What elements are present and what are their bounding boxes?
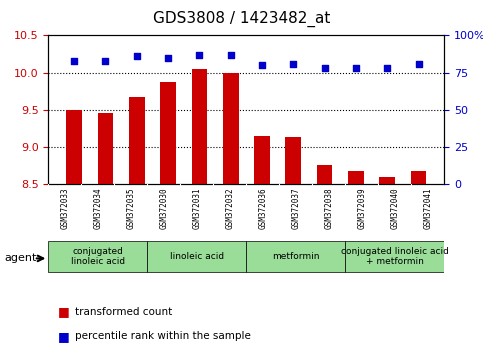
Text: linoleic acid: linoleic acid xyxy=(170,252,224,261)
Text: GSM372039: GSM372039 xyxy=(357,187,366,229)
Point xyxy=(164,55,172,61)
Bar xyxy=(285,137,301,184)
Point xyxy=(101,58,109,63)
Bar xyxy=(192,69,207,184)
Bar xyxy=(254,136,270,184)
Text: metformin: metformin xyxy=(272,252,320,261)
Text: agent: agent xyxy=(5,253,37,263)
Bar xyxy=(98,114,114,184)
Bar xyxy=(160,82,176,184)
Text: GSM372038: GSM372038 xyxy=(325,187,333,229)
Text: percentile rank within the sample: percentile rank within the sample xyxy=(75,331,251,341)
Text: GSM372032: GSM372032 xyxy=(226,187,234,229)
Bar xyxy=(129,97,144,184)
Text: GSM372033: GSM372033 xyxy=(60,187,69,229)
FancyBboxPatch shape xyxy=(48,241,147,272)
Text: transformed count: transformed count xyxy=(75,307,172,316)
Text: ■: ■ xyxy=(58,330,70,343)
Text: GSM372037: GSM372037 xyxy=(291,187,300,229)
Text: GSM372035: GSM372035 xyxy=(127,187,135,229)
Bar xyxy=(66,110,82,184)
Text: GSM372041: GSM372041 xyxy=(424,187,432,229)
Text: GSM372040: GSM372040 xyxy=(390,187,399,229)
Point xyxy=(196,52,203,58)
Text: conjugated linoleic acid
+ metformin: conjugated linoleic acid + metformin xyxy=(341,247,449,266)
Point xyxy=(258,62,266,68)
Point xyxy=(415,61,423,67)
Point xyxy=(352,65,360,71)
Point xyxy=(384,65,391,71)
Text: GSM372031: GSM372031 xyxy=(192,187,201,229)
Bar xyxy=(317,166,332,184)
FancyBboxPatch shape xyxy=(147,241,246,272)
Point xyxy=(227,52,235,58)
Bar xyxy=(348,171,364,184)
Text: ■: ■ xyxy=(58,305,70,318)
Point xyxy=(321,65,328,71)
FancyBboxPatch shape xyxy=(345,241,444,272)
Point xyxy=(289,61,297,67)
FancyBboxPatch shape xyxy=(246,241,345,272)
Point xyxy=(133,53,141,59)
Point xyxy=(70,58,78,63)
Text: GSM372030: GSM372030 xyxy=(159,187,168,229)
Bar xyxy=(411,171,426,184)
Text: GSM372036: GSM372036 xyxy=(258,187,267,229)
Text: GDS3808 / 1423482_at: GDS3808 / 1423482_at xyxy=(153,11,330,27)
Bar xyxy=(379,177,395,184)
Bar xyxy=(223,73,239,184)
Text: conjugated
linoleic acid: conjugated linoleic acid xyxy=(71,247,125,266)
Text: GSM372034: GSM372034 xyxy=(93,187,102,229)
